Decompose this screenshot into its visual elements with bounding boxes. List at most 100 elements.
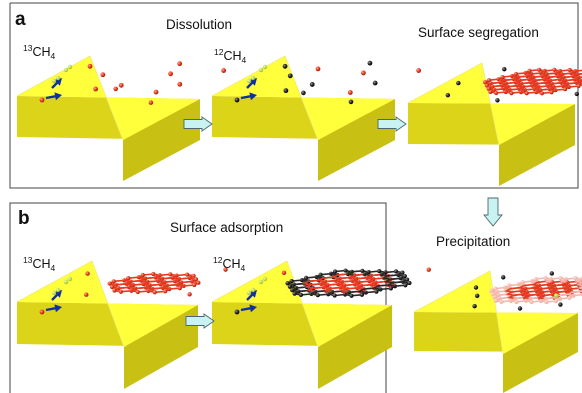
- carbon-atom: [377, 269, 382, 274]
- methane-12-a-arrow-right: [240, 92, 257, 101]
- substrate-top-face: [212, 56, 395, 140]
- carbon-12-atom: [473, 285, 479, 290]
- carbon-atom: [292, 291, 297, 296]
- carbon-12-atom: [574, 91, 579, 97]
- methane-arrow-icon: [54, 78, 62, 86]
- carbon-atom: [500, 74, 505, 80]
- hydrogen-atom: [55, 75, 61, 81]
- carbon-13-atom: [347, 90, 353, 95]
- carbon-atom: [494, 90, 499, 96]
- carbon-atom: [484, 83, 490, 88]
- methane-arrow-icon: [54, 92, 62, 101]
- graphene-bond: [570, 72, 582, 79]
- carbon-atom: [126, 276, 131, 281]
- carbon-atom: [400, 270, 405, 275]
- hydrogen-atom: [55, 287, 61, 293]
- carbon-atom: [332, 293, 337, 298]
- carbon-atom: [168, 272, 173, 277]
- hydrogen-atom: [51, 290, 57, 296]
- carbon-13-atom: [93, 86, 99, 92]
- carbon-atom: [403, 283, 408, 288]
- carbon-atom: [553, 298, 559, 304]
- substrate-top-face: [414, 271, 578, 354]
- graphene-bond: [574, 278, 582, 284]
- carbon-atom: [488, 89, 493, 95]
- carbon-atom: [490, 291, 496, 297]
- carbon-13-atom: [426, 267, 431, 272]
- methane-13-label-a: 13CH4: [23, 43, 56, 61]
- carbon-atom: [486, 86, 491, 91]
- methane-13-b-arrow-right: [45, 304, 62, 313]
- carbon-atom: [539, 91, 545, 96]
- methane-12-a-arrow-up: [246, 78, 257, 89]
- carbon-atom: [192, 282, 197, 288]
- process-arrows: [39, 64, 503, 329]
- carbon-12-atom: [472, 303, 477, 309]
- carbon-atom: [359, 292, 365, 297]
- substrate-right-face: [123, 99, 200, 181]
- substrate-top-face: [408, 63, 575, 145]
- carbon-13-atom: [118, 82, 124, 88]
- carbon-atom: [107, 281, 112, 286]
- methane-12-a-carbon: [234, 97, 240, 103]
- methane-12-b-arrow-up: [246, 290, 257, 301]
- methane-12-a-h-pair-2: [246, 75, 256, 84]
- carbon-atom: [506, 283, 512, 288]
- carbon-atom: [163, 289, 168, 294]
- carbon-13-atom: [177, 61, 183, 67]
- methane-13-b-arrow-up: [51, 290, 62, 301]
- carbon-12-atom: [502, 67, 507, 72]
- carbon-atom: [405, 277, 410, 282]
- substrate-block-5: [16, 260, 228, 389]
- carbon-atom: [529, 299, 534, 305]
- graphene-bond: [577, 286, 582, 290]
- substrate-right-face: [503, 313, 578, 393]
- carbon-13-atom: [416, 68, 422, 73]
- carbon-13-atom: [87, 63, 93, 69]
- carbon-atom: [111, 279, 116, 284]
- hydrogen-atom: [250, 287, 256, 293]
- carbon-atom: [558, 275, 563, 281]
- carbon-atom: [318, 272, 323, 277]
- graphene-bond: [572, 76, 582, 82]
- methane-arrow-icon: [54, 290, 62, 298]
- carbon-atom: [118, 289, 124, 294]
- carbon-atom: [549, 90, 554, 95]
- graphene-segregated: [482, 67, 582, 96]
- hydrogen-atom: [51, 78, 57, 84]
- substrate-block-4: [413, 270, 582, 393]
- methane-12-b-h-pair-2: [246, 287, 256, 296]
- carbon-atom: [360, 268, 365, 273]
- hydrogen-atom: [258, 67, 264, 73]
- methane-12-label-b: 12CH4: [213, 255, 246, 273]
- graphene-bond: [576, 281, 582, 287]
- carbon-13-atom: [315, 66, 321, 72]
- carbon-atom: [402, 274, 407, 279]
- methane-arrow-icon: [249, 304, 257, 313]
- carbon-12-atom: [558, 302, 563, 307]
- carbon-atom: [489, 288, 494, 293]
- carbon-13-atom: [153, 89, 159, 95]
- methane-12-b-arrow-right: [240, 304, 257, 313]
- carbon-12-atom: [287, 73, 293, 79]
- graphene-precipitated: [489, 275, 582, 305]
- carbon-12-atom: [456, 80, 461, 86]
- hydrogen-atom: [262, 276, 268, 282]
- carbon-13-atom-bulk: [148, 100, 154, 105]
- carbon-atom: [388, 286, 394, 291]
- carbon-atom: [185, 272, 190, 277]
- carbon-atom: [520, 280, 525, 285]
- carbon-atom: [374, 289, 379, 294]
- substrate-blocks: [16, 55, 582, 393]
- carbon-atom: [567, 67, 572, 73]
- methane-12-a-h-pair-1: [258, 64, 268, 73]
- carbon-12-atom: [445, 92, 451, 98]
- carbon-13-atom: [361, 70, 366, 76]
- carbon-atom: [298, 292, 304, 298]
- carbon-atom: [349, 293, 354, 298]
- substrate-block-6: [211, 260, 431, 389]
- carbon-12-atom: [517, 306, 523, 311]
- process-arrow-icon-2: [377, 116, 407, 132]
- panel-a-letter: a: [15, 9, 26, 30]
